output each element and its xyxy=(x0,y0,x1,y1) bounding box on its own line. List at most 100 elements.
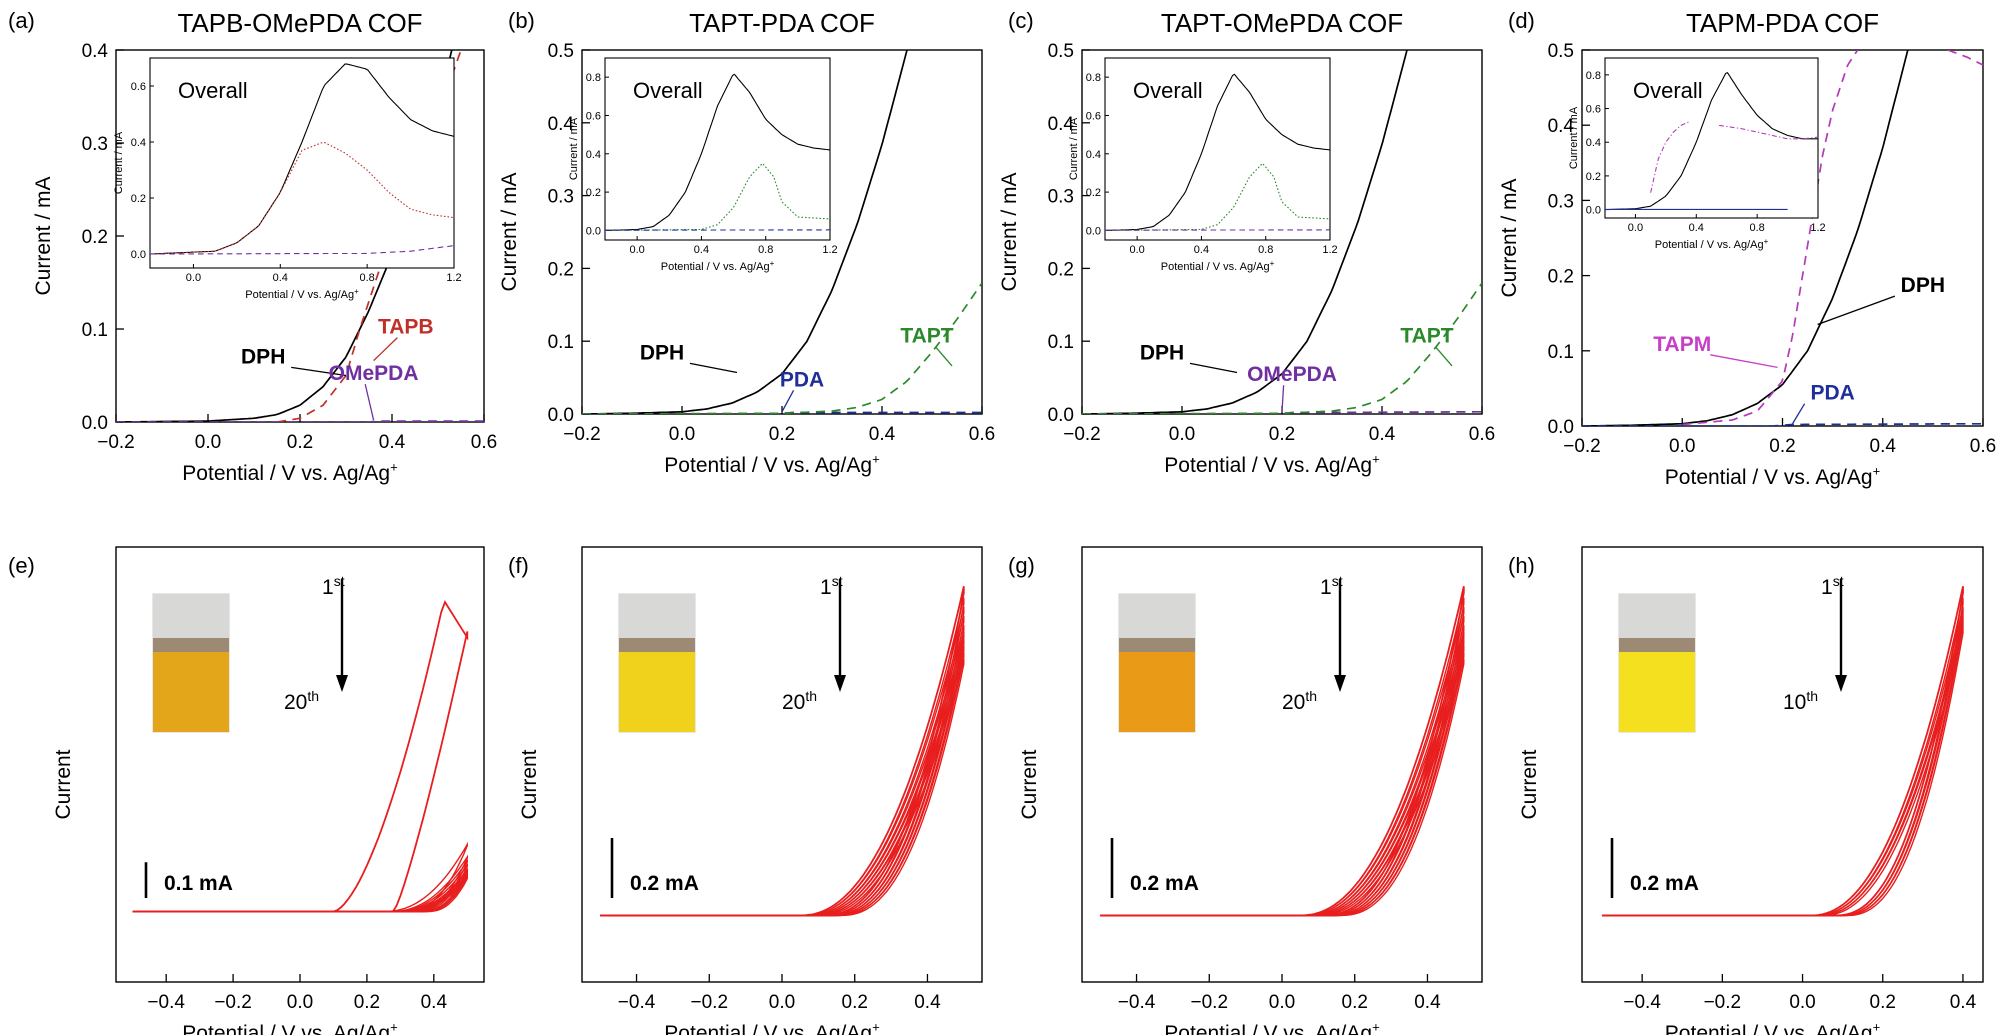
cycle-first-label: 1st xyxy=(1320,573,1343,599)
cycle-arrow-head xyxy=(834,675,846,692)
x-tick-label: 0.0 xyxy=(1269,992,1295,1013)
inset-series-line-tapm xyxy=(1650,121,1689,193)
inset-x-tick-label: 0.8 xyxy=(1258,244,1273,256)
cycle-last-number: 10 xyxy=(1783,691,1806,714)
scale-bar-label: 0.2 mA xyxy=(630,872,699,895)
cycle-first-label: 1st xyxy=(322,573,345,599)
cycle-last-sup: th xyxy=(307,688,319,704)
panel-a: −0.2 0.0 0.2 0.4 0.60.00.10.20.30.4TAPB-OMeP… xyxy=(32,8,497,485)
panel-letter: (h) xyxy=(1508,553,1535,578)
inset-y-tick-label: 0.8 xyxy=(1586,70,1601,82)
x-axis-label-text: Potential / V vs. Ag/Ag xyxy=(182,1022,390,1035)
inset-y-tick-label: 0.4 xyxy=(131,137,146,149)
inset-frame xyxy=(1104,57,1331,241)
annotation-label: DPH xyxy=(1901,274,1945,297)
x-tick-label: 0.4 xyxy=(421,992,448,1013)
annotation-label: OMePDA xyxy=(329,362,419,385)
x-axis-label-sup: + xyxy=(872,1020,880,1035)
y-tick-label: 0.4 xyxy=(548,114,575,135)
y-axis-label: Current / mA xyxy=(498,172,521,291)
x-tick-label: 0.0 xyxy=(769,992,795,1013)
inset-series-line-tapt xyxy=(1105,162,1330,231)
panel-letter: (c) xyxy=(1008,8,1034,33)
panel-h: −0.4 −0.2 0.0 0.2 0.4 Potential / V vs. Ag/Ag… xyxy=(1518,546,1984,1035)
x-tick-label: 0.4 xyxy=(914,992,941,1013)
x-tick-label: −0.2 xyxy=(214,992,252,1013)
inset-x-axis-label: Potential / V vs. Ag/Ag+ xyxy=(661,259,775,273)
x-axis-label: Potential / V vs. Ag/Ag+ xyxy=(664,1020,879,1035)
inset-x-tick-label: 0.0 xyxy=(1628,222,1643,234)
cv-traces xyxy=(132,599,469,913)
x-tick-label: −0.2 xyxy=(563,424,601,445)
inset-y-tick-label: 0.6 xyxy=(586,110,601,122)
inset-x-tick-label: 0.8 xyxy=(1749,222,1764,234)
inset-x-tick-label: 1.2 xyxy=(1810,222,1825,234)
annotation-pointer xyxy=(934,346,953,367)
x-axis-label: Potential / V vs. Ag/Ag+ xyxy=(1665,464,1880,489)
annotation-pointer xyxy=(1710,354,1778,368)
x-tick-label: 0.6 xyxy=(471,432,497,453)
inset-x-tick-label: 0.4 xyxy=(273,272,288,284)
x-tick-label: −0.2 xyxy=(1063,424,1101,445)
y-tick-label: 0.1 xyxy=(548,332,574,353)
x-tick-label: 0.4 xyxy=(379,432,406,453)
panel-title: TAPT-PDA COF xyxy=(689,8,875,38)
panel-letter: (f) xyxy=(508,553,529,578)
x-axis-label-sup: + xyxy=(1873,1020,1881,1035)
cycle-arrow-head xyxy=(336,675,348,692)
panel-title: TAPT-OMePDA COF xyxy=(1161,8,1403,38)
x-axis-label-text: Potential / V vs. Ag/Ag xyxy=(1164,1022,1372,1035)
inset-series-line-omepda xyxy=(150,245,454,255)
cycle-arrow-head xyxy=(1835,675,1847,692)
panel-letter: (a) xyxy=(8,8,35,33)
film-photo-glass xyxy=(153,594,229,638)
inset-y-tick-label: 0.2 xyxy=(1586,171,1601,183)
x-axis-label: Potential / V vs. Ag/Ag+ xyxy=(182,460,397,485)
y-tick-label: 0.4 xyxy=(1048,114,1075,135)
x-tick-label: 0.2 xyxy=(1342,992,1368,1013)
x-tick-label: −0.4 xyxy=(1623,992,1661,1013)
inset-y-tick-label: 0.0 xyxy=(1586,205,1601,217)
inset-y-tick-label: 0.2 xyxy=(131,193,146,205)
cv-traces xyxy=(600,586,965,917)
cycle-last-label: 20th xyxy=(782,688,817,714)
x-axis-label-sup: + xyxy=(390,1020,398,1035)
inset-y-tick-label: 0.8 xyxy=(586,72,601,84)
panel-f: −0.4 −0.2 0.0 0.2 0.4 Potential / V vs. Ag/Ag… xyxy=(518,546,983,1035)
annotation-label: TAPT xyxy=(1400,325,1453,348)
cycle-first-sup: st xyxy=(832,573,843,589)
film-photo-tape xyxy=(619,638,695,652)
cycle-last-number: 20 xyxy=(1282,691,1305,714)
y-axis-label: Current / mA xyxy=(1498,178,1521,297)
film-photo-glass xyxy=(1619,594,1695,638)
series-line-tapm xyxy=(1682,50,1859,426)
x-axis-label-text: Potential / V vs. Ag/Ag xyxy=(664,454,872,477)
inset-series-layer xyxy=(605,73,830,231)
inset-y-tick-label: 0.8 xyxy=(1086,72,1101,84)
y-tick-label: 0.5 xyxy=(1048,41,1074,62)
x-tick-label: 0.4 xyxy=(869,424,896,445)
x-tick-label: 0.6 xyxy=(969,424,995,445)
annotation-label: PDA xyxy=(1810,382,1854,405)
film-photo-tape xyxy=(1619,638,1695,652)
x-axis-label-sup: + xyxy=(1873,464,1881,479)
inset-y-tick-label: 0.6 xyxy=(131,81,146,93)
cycle-arrow-head xyxy=(1334,675,1346,692)
cv-cycle xyxy=(132,875,468,913)
cv-cycle xyxy=(1100,658,1465,917)
inset-frame xyxy=(1604,57,1819,219)
cycle-first-sup: st xyxy=(334,573,345,589)
x-axis-label-sup: + xyxy=(1372,452,1380,467)
inset-y-tick-label: 0.0 xyxy=(586,225,601,237)
series-line-pda xyxy=(1582,422,1983,426)
x-tick-label: 0.6 xyxy=(1469,424,1495,445)
x-axis-label-text: Potential / V vs. Ag/Ag xyxy=(664,1022,872,1035)
x-axis-label: Potential / V vs. Ag/Ag+ xyxy=(1164,1020,1379,1035)
series-line-tapm-reverse- xyxy=(1947,50,1983,66)
inset-y-tick-label: 0.4 xyxy=(586,149,601,161)
x-tick-label: 0.2 xyxy=(354,992,380,1013)
cycle-first-sup: st xyxy=(1332,573,1343,589)
annotation-pointer xyxy=(1791,403,1806,425)
scale-bar-label: 0.2 mA xyxy=(1130,872,1199,895)
